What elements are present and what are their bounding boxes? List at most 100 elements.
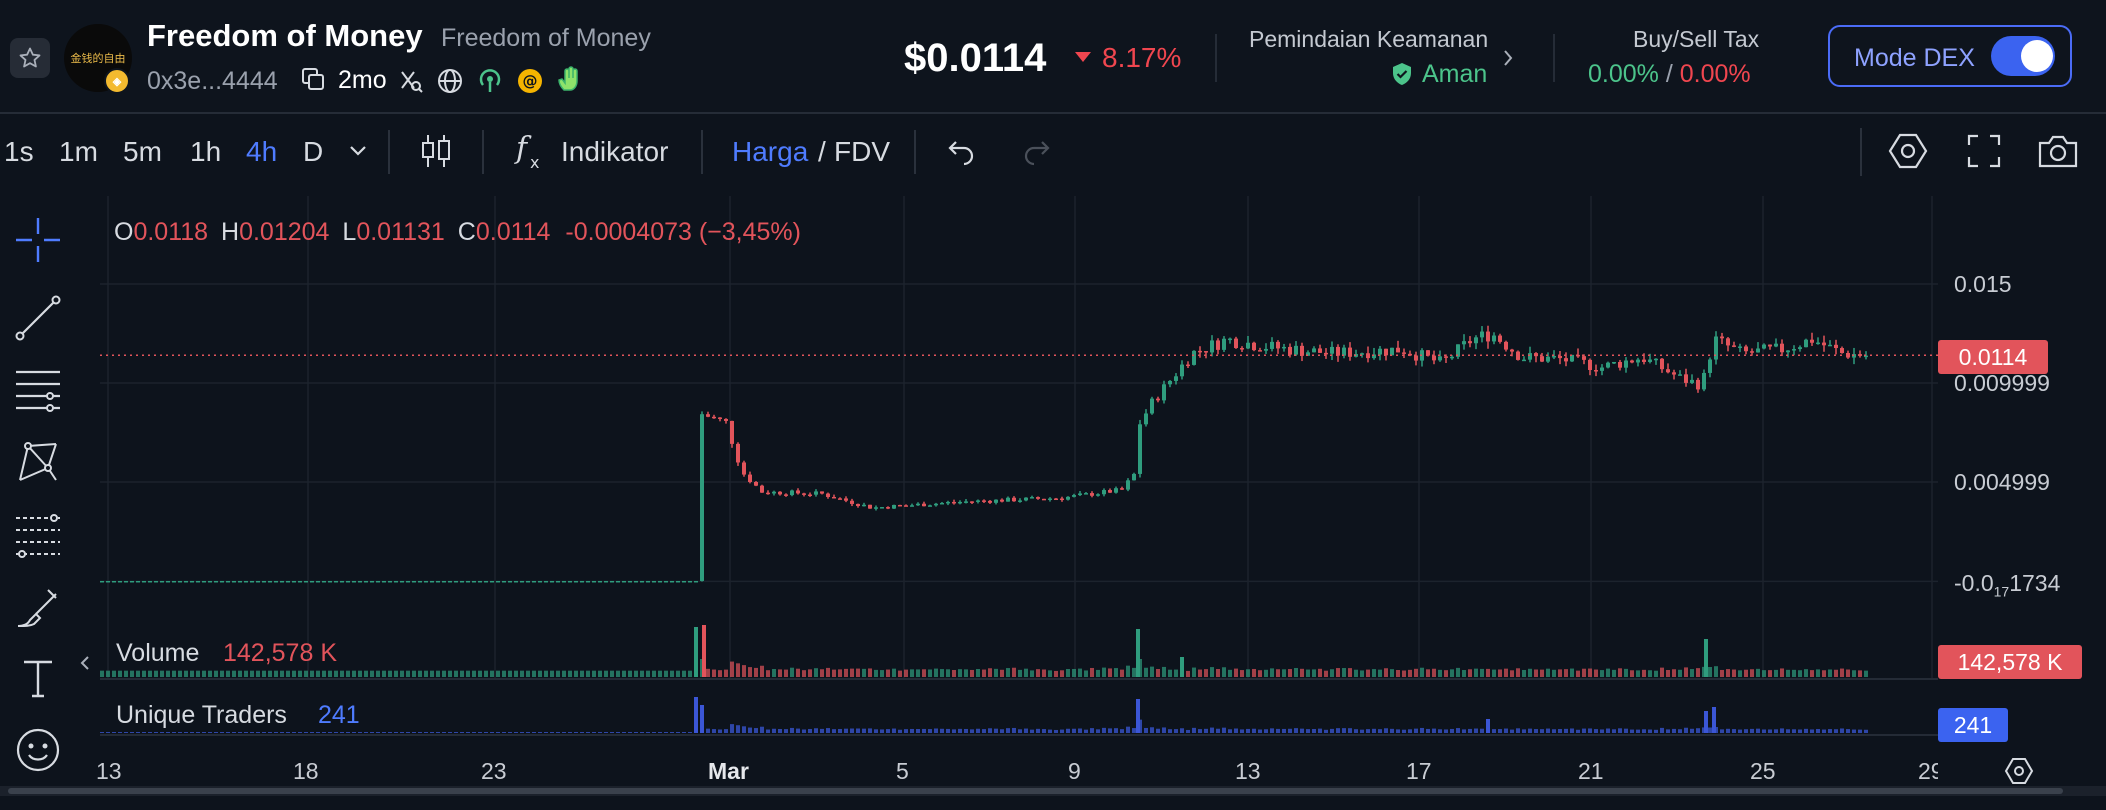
traders-bar — [1096, 729, 1100, 733]
podcast-icon[interactable] — [477, 68, 503, 94]
text-tool[interactable] — [12, 652, 64, 704]
traders-bar — [652, 732, 656, 733]
price-chart[interactable] — [0, 196, 2106, 786]
timeframe-d[interactable]: D — [303, 136, 324, 167]
fullscreen-icon[interactable] — [1966, 133, 2002, 169]
traders-bar — [1252, 728, 1256, 733]
timeframe-1s[interactable]: 1s — [4, 136, 34, 167]
traders-bar — [1420, 727, 1424, 733]
volume-bar — [814, 668, 818, 677]
volume-bar — [1798, 670, 1802, 677]
trendline-tool[interactable] — [12, 292, 64, 344]
volume-bar — [328, 670, 332, 677]
candle-body — [172, 580, 176, 583]
volume-bar — [754, 667, 758, 677]
volume-bar — [1390, 669, 1394, 677]
camera-icon[interactable] — [2036, 131, 2080, 171]
volume-bar — [502, 670, 506, 677]
volume-bar — [214, 670, 218, 677]
volume-bar — [1066, 669, 1070, 677]
candle-body — [1456, 344, 1460, 357]
volume-bar — [1144, 667, 1148, 677]
volume-spike-bar — [694, 627, 698, 677]
traders-bar — [868, 728, 872, 733]
axis-settings-icon[interactable] — [2004, 756, 2034, 786]
x-search-icon[interactable] — [398, 68, 424, 94]
chevron-down-icon[interactable] — [348, 144, 368, 158]
candle-body — [1636, 359, 1640, 363]
traders-bar — [1114, 728, 1118, 733]
candle-body — [1522, 359, 1526, 362]
volume-bar — [1528, 668, 1532, 677]
horizontal-lines-tool[interactable] — [12, 364, 64, 416]
settings-hexagon-icon[interactable] — [1888, 131, 1928, 171]
traders-bar — [1690, 728, 1694, 733]
candle-body — [1012, 497, 1016, 502]
indicators-button[interactable]: Indikator — [561, 136, 669, 167]
star-icon — [19, 47, 41, 68]
traders-bar — [1246, 728, 1250, 733]
traders-bar — [184, 732, 188, 733]
traders-bar — [1000, 729, 1004, 733]
traders-bar — [1042, 729, 1046, 733]
candle-body — [250, 580, 254, 583]
traders-bar — [982, 729, 986, 733]
candle-body — [1426, 350, 1430, 356]
candle-body — [562, 580, 566, 583]
candle-body — [1042, 498, 1046, 501]
volume-bar — [550, 670, 554, 677]
pane-separator — [100, 678, 1938, 680]
traders-bar — [532, 732, 536, 733]
traders-bar — [220, 732, 224, 733]
timeframe-4h[interactable]: 4h — [246, 136, 278, 167]
timeframe-5m[interactable]: 5m — [123, 136, 162, 167]
timeframe-1m[interactable]: 1m — [59, 136, 98, 167]
volume-bar — [562, 670, 566, 677]
scrollbar-thumb[interactable] — [8, 788, 2063, 794]
candle-body — [520, 580, 524, 583]
crosshair-tool[interactable] — [12, 214, 64, 266]
traders-bar — [406, 732, 410, 733]
favorite-button[interactable] — [10, 38, 50, 78]
candle-body — [310, 580, 314, 583]
collapse-left-icon[interactable] — [78, 654, 92, 672]
undo-icon[interactable] — [946, 136, 978, 166]
contract-address[interactable]: 0x3e...4444 — [147, 67, 278, 95]
volume-bar — [1474, 668, 1478, 677]
redo-icon[interactable] — [1020, 136, 1052, 166]
candle-body — [1438, 356, 1442, 361]
fib-tool[interactable] — [12, 508, 64, 560]
candle-body — [148, 580, 152, 583]
volume-bar — [322, 670, 326, 677]
volume-bar — [1408, 669, 1412, 677]
price-mode-button[interactable]: Harga — [732, 136, 809, 167]
traders-bar — [388, 732, 392, 733]
volume-bar — [352, 670, 356, 677]
candle-body — [1708, 359, 1712, 373]
volume-bar — [1312, 669, 1316, 677]
pattern-tool[interactable] — [12, 436, 64, 488]
candle-body — [532, 580, 536, 583]
low-label: L — [342, 218, 357, 246]
traders-bar — [268, 732, 272, 733]
brush-tool[interactable] — [12, 582, 64, 634]
emoji-tool[interactable] — [12, 724, 64, 776]
globe-icon[interactable] — [437, 68, 463, 94]
traders-bar — [280, 732, 284, 733]
candle-body — [694, 580, 698, 583]
candle-body — [1624, 360, 1628, 368]
hand-icon[interactable] — [556, 66, 584, 94]
candlestick-type-icon[interactable] — [419, 131, 453, 171]
volume-bar — [1270, 668, 1274, 677]
traders-bar — [754, 728, 758, 733]
volume-bar — [862, 668, 866, 677]
timeframe-1h[interactable]: 1h — [190, 136, 222, 167]
dex-mode-button[interactable] — [1828, 25, 2072, 87]
copy-icon[interactable] — [300, 66, 326, 92]
candle-body — [1504, 341, 1508, 350]
volume-bar — [1600, 670, 1604, 677]
at-sign-icon[interactable]: @ — [517, 68, 543, 94]
fdv-mode-button[interactable]: FDV — [834, 136, 890, 167]
indicator-fx-icon[interactable]: f x — [512, 130, 546, 172]
traders-bar — [1522, 729, 1526, 733]
